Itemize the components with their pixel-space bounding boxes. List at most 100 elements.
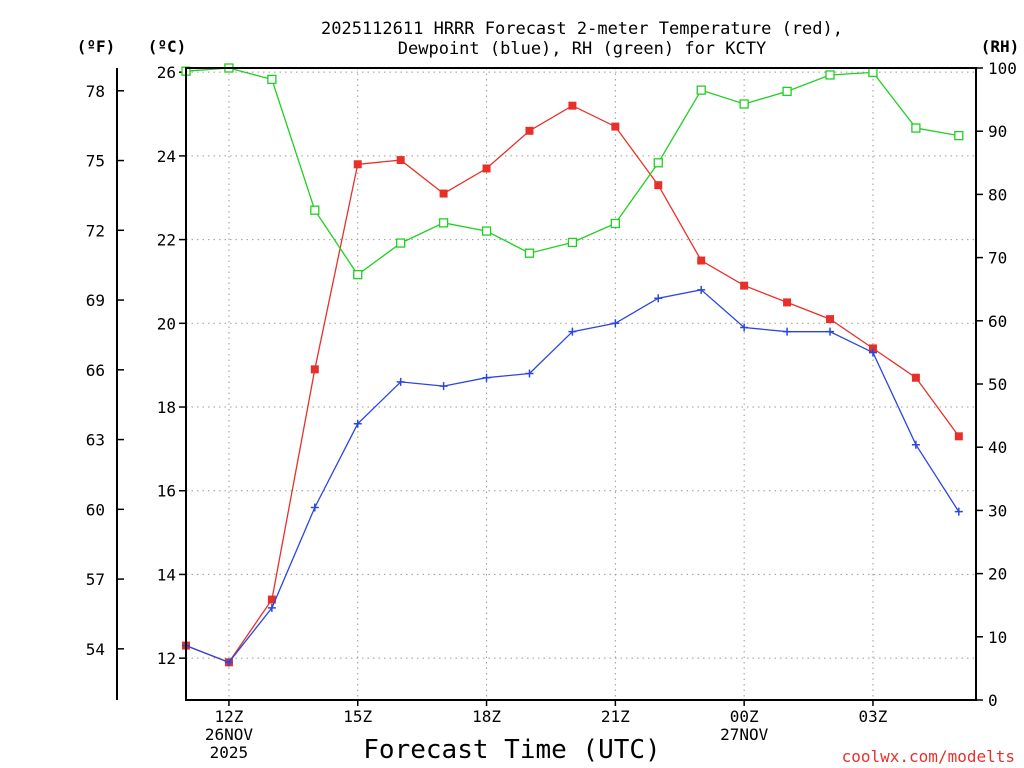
dewpoint-point	[224, 658, 233, 667]
fahrenheit-tick-label: 72	[86, 221, 105, 240]
dewpoint-point	[568, 327, 577, 336]
temperature-point	[568, 101, 577, 110]
x-tick-label: 2025	[210, 743, 249, 762]
x-tick-label: 03Z	[859, 707, 888, 726]
x-tick-label: 27NOV	[720, 725, 769, 744]
rh-tick-label: 0	[988, 691, 998, 710]
celsius-unit-label: (ºC)	[148, 37, 187, 56]
x-tick-label: 21Z	[601, 707, 630, 726]
dewpoint-point	[310, 503, 319, 512]
dewpoint-point	[525, 369, 534, 378]
dewpoint-point	[396, 377, 405, 386]
temperature-line	[185, 104, 960, 664]
temperature-point	[482, 164, 491, 173]
rh-point	[825, 70, 835, 80]
plot-frame	[185, 67, 977, 701]
rh-tick-label: 60	[988, 312, 1007, 331]
rh-tick-label: 50	[988, 375, 1007, 394]
fahrenheit-tick-label: 60	[86, 500, 105, 519]
fahrenheit-tick-label: 57	[86, 570, 105, 589]
rh-point	[868, 67, 878, 78]
rh-point	[310, 205, 320, 215]
dewpoint-point	[783, 327, 792, 336]
fahrenheit-tick-label: 69	[86, 291, 105, 310]
rh-point	[396, 238, 406, 248]
rh-point	[696, 85, 706, 95]
celsius-tick-label: 22	[157, 231, 176, 250]
rh-tick-label: 30	[988, 501, 1007, 520]
rh-point	[567, 237, 578, 248]
rh-point	[267, 74, 277, 85]
temperature-point	[525, 126, 534, 135]
temperature-point	[740, 281, 749, 290]
celsius-tick-label: 18	[157, 398, 176, 417]
rh-tick-label: 100	[988, 59, 1017, 78]
rh-unit-label: (RH)	[981, 37, 1020, 56]
rh-point	[911, 123, 921, 133]
rh-point	[438, 218, 449, 228]
rh-point	[782, 86, 792, 97]
dewpoint-line	[185, 289, 960, 664]
x-tick-label: 26NOV	[205, 725, 254, 744]
temperature-point	[826, 315, 835, 324]
fahrenheit-tick-label: 63	[86, 431, 105, 450]
dewpoint-point	[439, 382, 448, 391]
rh-point	[739, 99, 749, 109]
rh-point	[353, 270, 363, 280]
x-tick-label: 12Z	[214, 707, 243, 726]
data-series	[181, 63, 964, 667]
fahrenheit-tick-label: 54	[86, 640, 105, 659]
rh-point	[524, 248, 535, 258]
x-axis-title: Forecast Time (UTC)	[363, 735, 660, 765]
temperature-point	[353, 160, 362, 169]
rh-point	[653, 158, 663, 168]
temperature-point	[611, 122, 620, 131]
temperature-point	[954, 432, 963, 441]
fahrenheit-tick-label: 66	[86, 361, 105, 380]
rh-tick-label: 40	[988, 438, 1007, 457]
gridlines	[186, 68, 976, 700]
temperature-point	[868, 344, 877, 353]
temperature-point	[783, 298, 792, 307]
rh-point	[954, 130, 964, 141]
celsius-tick-label: 14	[157, 565, 176, 584]
temperature-point	[396, 156, 405, 165]
rh-tick-label: 90	[988, 122, 1007, 141]
rh-tick-label: 20	[988, 565, 1007, 584]
dewpoint-point	[267, 603, 276, 612]
dewpoint-point	[740, 323, 749, 332]
credit-text: coolwx.com/modelts	[842, 747, 1015, 766]
rh-point	[481, 226, 492, 236]
chart-title-line-1: 2025112611 HRRR Forecast 2-meter Tempera…	[321, 19, 843, 39]
dewpoint-point	[353, 419, 362, 428]
celsius-tick-label: 20	[157, 314, 176, 333]
temperature-point	[697, 256, 706, 265]
rh-tick-label: 10	[988, 628, 1007, 647]
rh-tick-label: 80	[988, 185, 1007, 204]
x-tick-label: 18Z	[472, 707, 501, 726]
chart-title-line-2: Dewpoint (blue), RH (green) for KCTY	[398, 39, 766, 59]
dewpoint-point	[954, 507, 963, 516]
rh-tick-label: 70	[988, 249, 1007, 268]
dewpoint-point	[911, 440, 920, 449]
dewpoint-point	[697, 285, 706, 294]
dewpoint-point	[654, 294, 663, 303]
fahrenheit-tick-label: 78	[86, 82, 105, 101]
temperature-point	[439, 189, 448, 198]
celsius-tick-label: 12	[157, 649, 176, 668]
x-tick-label: 15Z	[343, 707, 372, 726]
dewpoint-point	[611, 319, 620, 328]
temperature-point	[310, 365, 319, 374]
fahrenheit-unit-label: (ºF)	[77, 37, 116, 56]
fahrenheit-tick-label: 75	[86, 152, 105, 171]
dewpoint-point	[868, 348, 877, 357]
dewpoint-point	[826, 327, 835, 336]
x-tick-label: 00Z	[730, 707, 759, 726]
celsius-tick-label: 16	[157, 482, 176, 501]
celsius-tick-label: 24	[157, 147, 176, 166]
dewpoint-point	[482, 373, 491, 382]
temperature-point	[911, 373, 920, 382]
celsius-tick-label: 26	[157, 63, 176, 82]
